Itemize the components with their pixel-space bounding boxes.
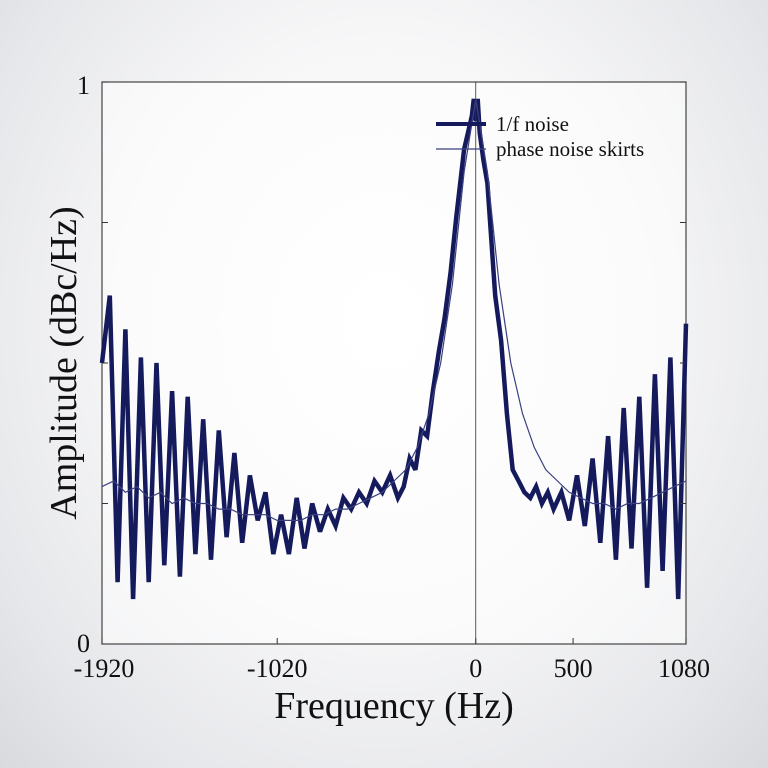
x-tick-label: 500: [554, 654, 593, 683]
x-axis-title: Frequency (Hz): [274, 685, 514, 727]
x-tick-label: 1080: [658, 654, 710, 683]
y-tick-label: 1: [77, 71, 90, 100]
series-line-1f-noise: [99, 98, 689, 600]
plot-area: [101, 81, 687, 645]
series-line-phase-noise-skirts: [101, 98, 687, 522]
ticks-layer: -1920 -1020 0 500 1080 0 1: [74, 71, 710, 683]
y-axis-title: Amplitude (dBc/Hz): [43, 206, 85, 519]
x-tick-label: -1020: [247, 654, 308, 683]
x-tick-label: 0: [469, 654, 482, 683]
x-tick-label: -1920: [74, 654, 135, 683]
legend-label-1f-noise: 1/f noise: [496, 112, 569, 136]
legend-label-phase-noise-skirts: phase noise skirts: [496, 137, 644, 161]
series-layer: [99, 98, 689, 600]
legend: 1/f noise phase noise skirts: [436, 112, 644, 161]
y-tick-label: 0: [77, 629, 90, 658]
